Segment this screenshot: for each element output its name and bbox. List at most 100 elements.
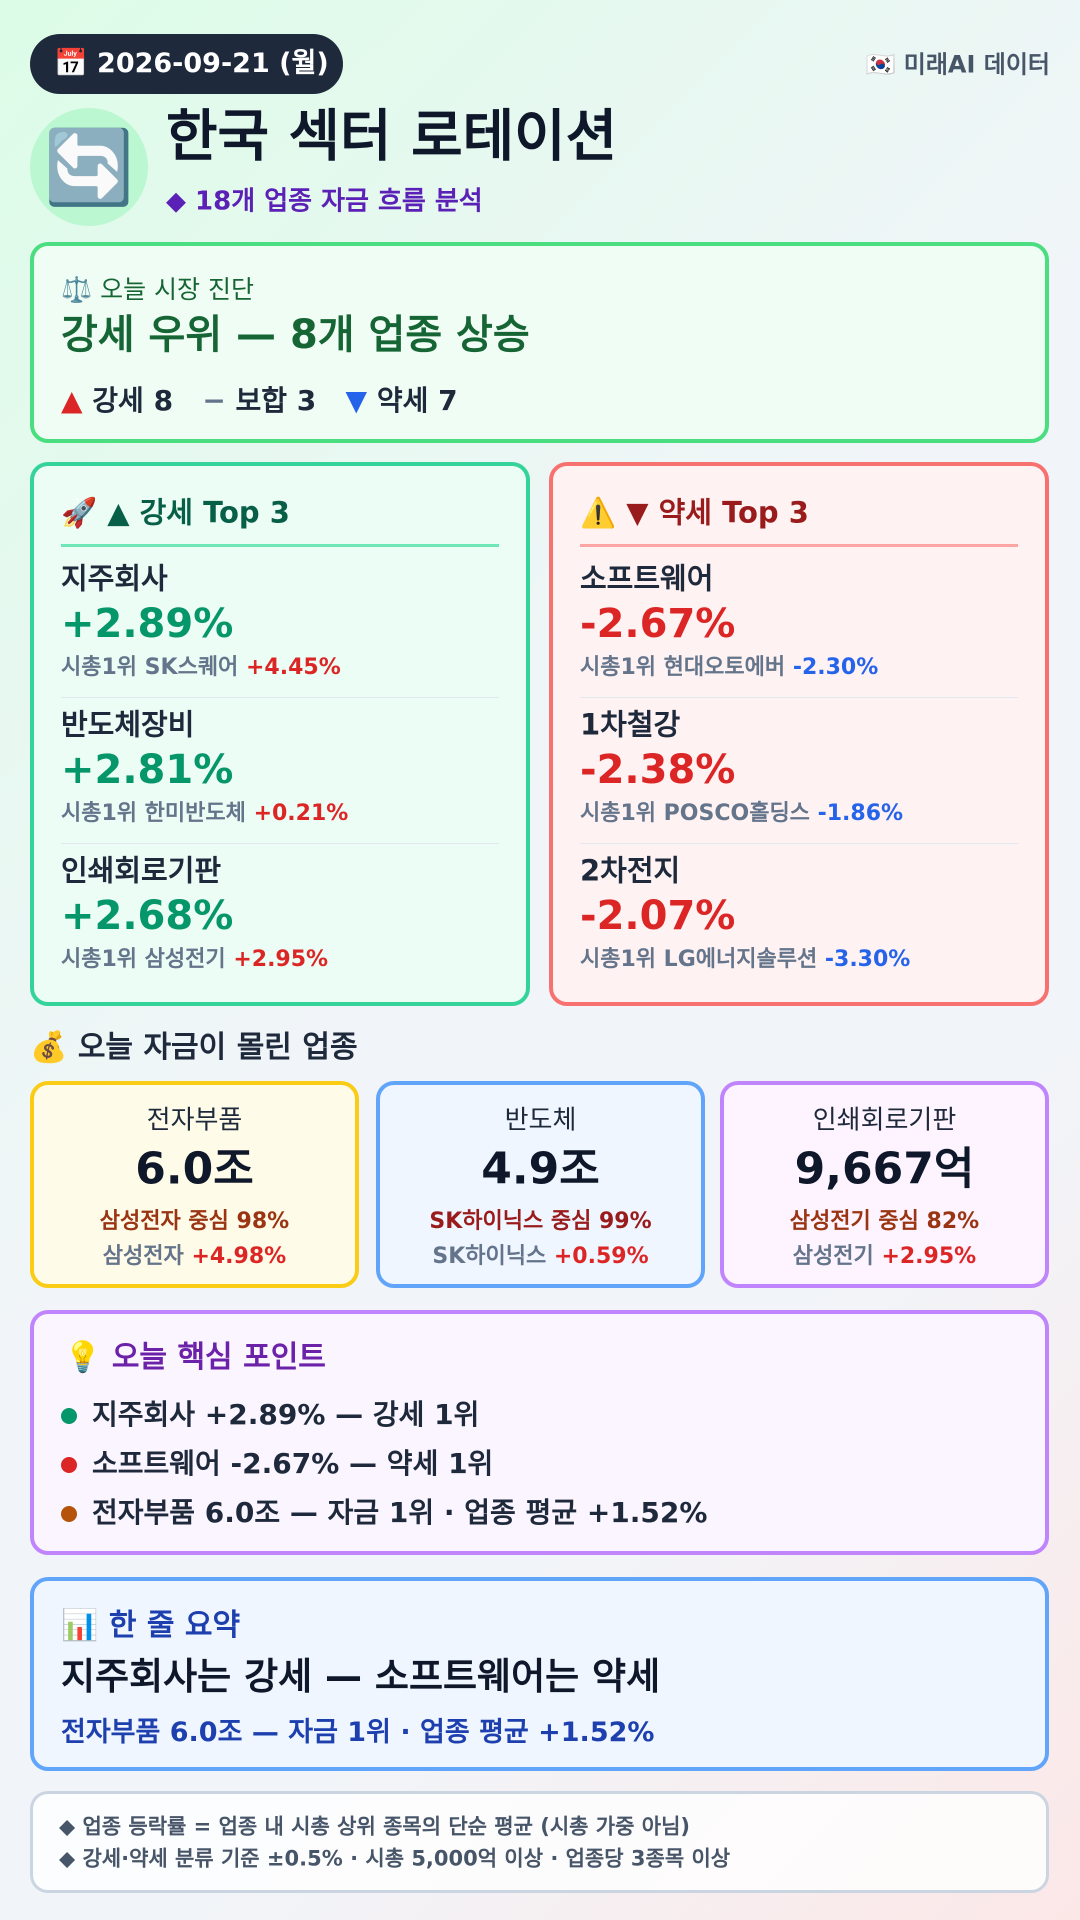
- diagnosis-card: ⚖️ 오늘 시장 진단 강세 우위 — 8개 업종 상승 ▲ 강세 8 − 보합…: [30, 242, 1049, 443]
- bullet: [61, 1506, 77, 1522]
- flow-amount: 9,667억: [794, 1143, 975, 1195]
- sector-leader: 시총1위 현대오토에버 -2.30%: [580, 655, 878, 681]
- diagnosis-label: ⚖️ 오늘 시장 진단: [61, 275, 254, 305]
- flow-leader: 삼성전기 +2.95%: [724, 1244, 1045, 1270]
- point: 소프트웨어 -2.67% — 약세 1위: [92, 1447, 494, 1481]
- leader-name: 시총1위 삼성전기: [61, 946, 226, 972]
- source-text: 미래AI 데이터: [903, 50, 1050, 79]
- leader-name: 시총1위 현대오토에버: [580, 654, 786, 680]
- flow-name: 인쇄회로기판: [812, 1105, 957, 1136]
- strong-icon: 🚀: [61, 495, 98, 530]
- bullet: [61, 1408, 77, 1424]
- title: 한국 섹터 로테이션: [166, 104, 618, 170]
- strong-title: 🚀 ▲ 강세 Top 3: [61, 496, 290, 531]
- leader-change: +0.59%: [553, 1243, 649, 1269]
- leader-change: +4.45%: [245, 654, 341, 680]
- leader-change: +2.95%: [233, 946, 329, 972]
- sector-change: +2.68%: [61, 893, 234, 939]
- count-text: 보합 3: [235, 384, 317, 418]
- flow-name: 전자부품: [146, 1105, 243, 1136]
- leader-name: 삼성전기: [792, 1243, 874, 1269]
- flow-name: 반도체: [504, 1105, 577, 1136]
- title-icon-circle: 🔄: [30, 108, 148, 226]
- source-icon: 🇰🇷: [865, 50, 896, 79]
- sector-change: -2.67%: [580, 601, 736, 647]
- leader-change: +2.95%: [881, 1243, 977, 1269]
- flow-amount: 4.9조: [481, 1143, 600, 1195]
- count-icon: −: [202, 384, 226, 418]
- weak-rule: [580, 544, 1018, 547]
- sector-leader: 시총1위 SK스퀘어 +4.45%: [61, 655, 341, 681]
- sector-leader: 시총1위 삼성전기 +2.95%: [61, 947, 328, 973]
- leader-change: +0.21%: [253, 800, 349, 826]
- flow-focus: 삼성전자 중심 98%: [99, 1208, 290, 1234]
- leader-name: 시총1위 POSCO홀딩스: [580, 800, 810, 826]
- divider: [580, 697, 1018, 698]
- summary-icon: 📊: [61, 1608, 99, 1643]
- weak-card: ⚠️ ▼ 약세 Top 3 소프트웨어 -2.67% 시총1위 현대오토에버 -2.…: [549, 462, 1049, 1006]
- weak-title-text: ▼ 약세 Top 3: [626, 495, 809, 530]
- count-icon: ▼: [345, 384, 368, 418]
- flow-focus: SK하이닉스 중심 99%: [429, 1208, 652, 1234]
- sector-name: 반도체장비: [61, 707, 195, 742]
- weak-icon: ⚠️: [580, 495, 617, 530]
- sector-change: -2.38%: [580, 747, 736, 793]
- flow-card: 반도체 4.9조 SK하이닉스 중심 99% SK하이닉스 +0.59%: [376, 1081, 705, 1288]
- point: 지주회사 +2.89% — 강세 1위: [92, 1398, 480, 1432]
- count-icon: ▲: [61, 384, 83, 418]
- divider: [580, 843, 1018, 844]
- flow-leader: 삼성전자 +4.98%: [34, 1244, 355, 1270]
- leader-name: 시총1위 한미반도체: [61, 800, 246, 826]
- weak-title: ⚠️ ▼ 약세 Top 3: [580, 496, 809, 531]
- subtitle: ◆ 18개 업종 자금 흐름 분석: [166, 186, 483, 217]
- leader-change: -1.86%: [817, 800, 904, 826]
- leader-change: -2.30%: [792, 654, 879, 680]
- date: 2026-09-21 (월): [97, 47, 329, 79]
- diagnosis-icon: ⚖️: [61, 275, 93, 304]
- leader-change: +4.98%: [191, 1243, 287, 1269]
- leader-name: SK하이닉스: [432, 1243, 547, 1269]
- diagnosis-headline: 강세 우위 — 8개 업종 상승: [61, 312, 530, 358]
- date-pill: [30, 34, 343, 94]
- sector-name: 1차철강: [580, 707, 681, 742]
- flow-leader: SK하이닉스 +0.59%: [380, 1244, 701, 1270]
- sector-leader: 시총1위 POSCO홀딩스 -1.86%: [580, 801, 903, 827]
- bullet: [61, 1457, 77, 1473]
- strong-title-text: ▲ 강세 Top 3: [107, 495, 290, 530]
- leader-name: 시총1위 SK스퀘어: [61, 654, 239, 680]
- sector-change: -2.07%: [580, 893, 736, 939]
- sector-name: 인쇄회로기판: [61, 853, 222, 888]
- title-icon: 🔄: [44, 124, 134, 209]
- leader-name: 시총1위 LG에너지솔루션: [580, 946, 818, 972]
- sector-change: +2.89%: [61, 601, 234, 647]
- summary-detail: 전자부품 6.0조 — 자금 1위 · 업종 평균 +1.52%: [61, 1716, 655, 1748]
- note: ◆ 업종 등락률 = 업종 내 시총 상위 종목의 단순 평균 (시총 가중 아…: [59, 1814, 690, 1839]
- points-title: 💡 오늘 핵심 포인트: [64, 1340, 326, 1376]
- diagnosis-counts: ▲ 강세 8 − 보합 3 ▼ 약세 7: [61, 384, 458, 418]
- date-icon: 📅: [54, 47, 88, 79]
- leader-change: -3.30%: [824, 946, 911, 972]
- leader-name: 삼성전자: [102, 1243, 184, 1269]
- flows-icon: 💰: [30, 1030, 68, 1065]
- count-text: 강세 8: [92, 384, 174, 418]
- flow-amount: 6.0조: [135, 1143, 254, 1195]
- summary-title: 📊 한 줄 요약: [61, 1608, 240, 1644]
- point: 전자부품 6.0조 — 자금 1위 · 업종 평균 +1.52%: [92, 1496, 708, 1530]
- strong-card: 🚀 ▲ 강세 Top 3 지주회사 +2.89% 시총1위 SK스퀘어 +4.45%…: [30, 462, 530, 1006]
- divider: [61, 843, 499, 844]
- diagnosis-label-text: 오늘 시장 진단: [100, 275, 254, 304]
- points-icon: 💡: [64, 1340, 102, 1375]
- flows-title: 💰 오늘 자금이 몰린 업종: [30, 1030, 358, 1066]
- sector-leader: 시총1위 한미반도체 +0.21%: [61, 801, 348, 827]
- flow-focus: 삼성전기 중심 82%: [789, 1208, 980, 1234]
- sector-change: +2.81%: [61, 747, 234, 793]
- divider: [61, 697, 499, 698]
- summary-headline: 지주회사는 강세 — 소프트웨어는 약세: [61, 1654, 661, 1698]
- strong-rule: [61, 544, 499, 547]
- points-card: 💡 오늘 핵심 포인트 지주회사 +2.89% — 강세 1위 소프트웨어 -2…: [30, 1310, 1049, 1555]
- flows-title-text: 오늘 자금이 몰린 업종: [77, 1030, 358, 1065]
- date-pill-text: 📅 2026-09-21 (월): [54, 48, 329, 80]
